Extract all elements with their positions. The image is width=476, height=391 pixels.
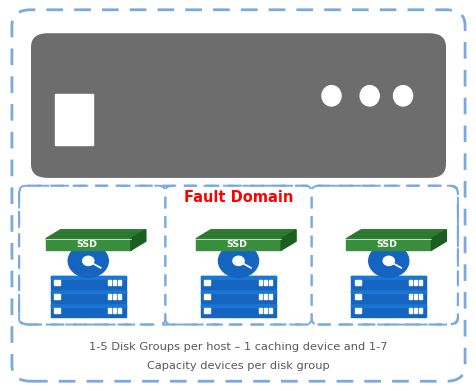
Text: SSD: SSD	[76, 240, 97, 249]
Polygon shape	[200, 304, 276, 307]
Polygon shape	[346, 239, 430, 250]
Text: Capacity devices per disk group: Capacity devices per disk group	[147, 361, 329, 371]
Bar	[354, 308, 360, 313]
Bar	[108, 294, 111, 300]
Bar	[354, 294, 360, 300]
Circle shape	[382, 256, 394, 265]
Bar	[413, 308, 416, 313]
Ellipse shape	[393, 86, 412, 106]
Polygon shape	[46, 230, 146, 239]
Circle shape	[218, 244, 258, 277]
Polygon shape	[50, 276, 126, 289]
Polygon shape	[280, 230, 296, 250]
Polygon shape	[350, 276, 426, 279]
Bar	[113, 280, 116, 285]
Circle shape	[232, 256, 244, 265]
Polygon shape	[46, 239, 130, 250]
Polygon shape	[200, 291, 276, 292]
Polygon shape	[196, 230, 296, 239]
Bar	[108, 280, 111, 285]
Polygon shape	[350, 291, 426, 292]
Bar	[54, 280, 60, 285]
Bar	[113, 294, 116, 300]
Bar	[118, 294, 121, 300]
Bar	[118, 280, 121, 285]
Polygon shape	[50, 276, 126, 279]
Polygon shape	[350, 291, 426, 303]
Polygon shape	[50, 304, 126, 307]
Polygon shape	[350, 276, 426, 289]
Polygon shape	[346, 230, 446, 239]
Bar	[408, 294, 411, 300]
Circle shape	[368, 244, 408, 277]
Circle shape	[82, 256, 94, 265]
Polygon shape	[200, 291, 276, 303]
Bar	[258, 308, 261, 313]
Bar	[54, 308, 60, 313]
Circle shape	[68, 244, 108, 277]
Bar	[263, 280, 266, 285]
Text: 1-5 Disk Groups per host – 1 caching device and 1-7: 1-5 Disk Groups per host – 1 caching dev…	[89, 342, 387, 352]
Bar	[408, 308, 411, 313]
Polygon shape	[200, 304, 276, 317]
Bar	[204, 280, 210, 285]
Polygon shape	[200, 276, 276, 289]
Polygon shape	[430, 230, 446, 250]
Polygon shape	[50, 291, 126, 292]
Bar	[263, 294, 266, 300]
FancyBboxPatch shape	[31, 33, 445, 178]
Polygon shape	[50, 291, 126, 303]
Ellipse shape	[359, 86, 378, 106]
Bar	[418, 308, 421, 313]
Polygon shape	[196, 239, 280, 250]
Text: Fault Domain: Fault Domain	[183, 190, 293, 205]
Text: SSD: SSD	[226, 240, 247, 249]
Bar	[408, 280, 411, 285]
Bar	[418, 294, 421, 300]
Bar	[204, 294, 210, 300]
Polygon shape	[130, 230, 146, 250]
Polygon shape	[200, 276, 276, 279]
Ellipse shape	[321, 86, 340, 106]
Bar	[54, 294, 60, 300]
Bar	[55, 94, 93, 145]
Bar	[113, 308, 116, 313]
Bar	[413, 294, 416, 300]
Bar	[108, 308, 111, 313]
Bar	[268, 294, 271, 300]
Bar	[268, 280, 271, 285]
Polygon shape	[50, 304, 126, 317]
Text: SSD: SSD	[376, 240, 397, 249]
Polygon shape	[350, 304, 426, 307]
Bar	[413, 280, 416, 285]
Bar	[268, 308, 271, 313]
Bar	[118, 308, 121, 313]
Bar	[354, 280, 360, 285]
Bar	[418, 280, 421, 285]
Bar	[258, 294, 261, 300]
Bar	[263, 308, 266, 313]
Bar	[258, 280, 261, 285]
Polygon shape	[350, 304, 426, 317]
Bar	[204, 308, 210, 313]
